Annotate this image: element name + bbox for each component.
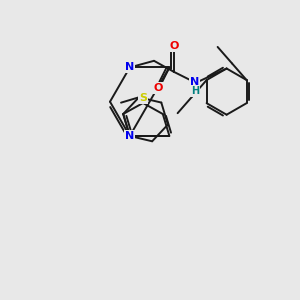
Text: N: N <box>125 131 134 141</box>
Text: O: O <box>169 41 178 51</box>
Text: H: H <box>191 86 199 96</box>
Text: N: N <box>125 62 134 72</box>
Text: O: O <box>154 83 163 93</box>
Text: S: S <box>139 93 147 103</box>
Text: N: N <box>190 77 200 87</box>
